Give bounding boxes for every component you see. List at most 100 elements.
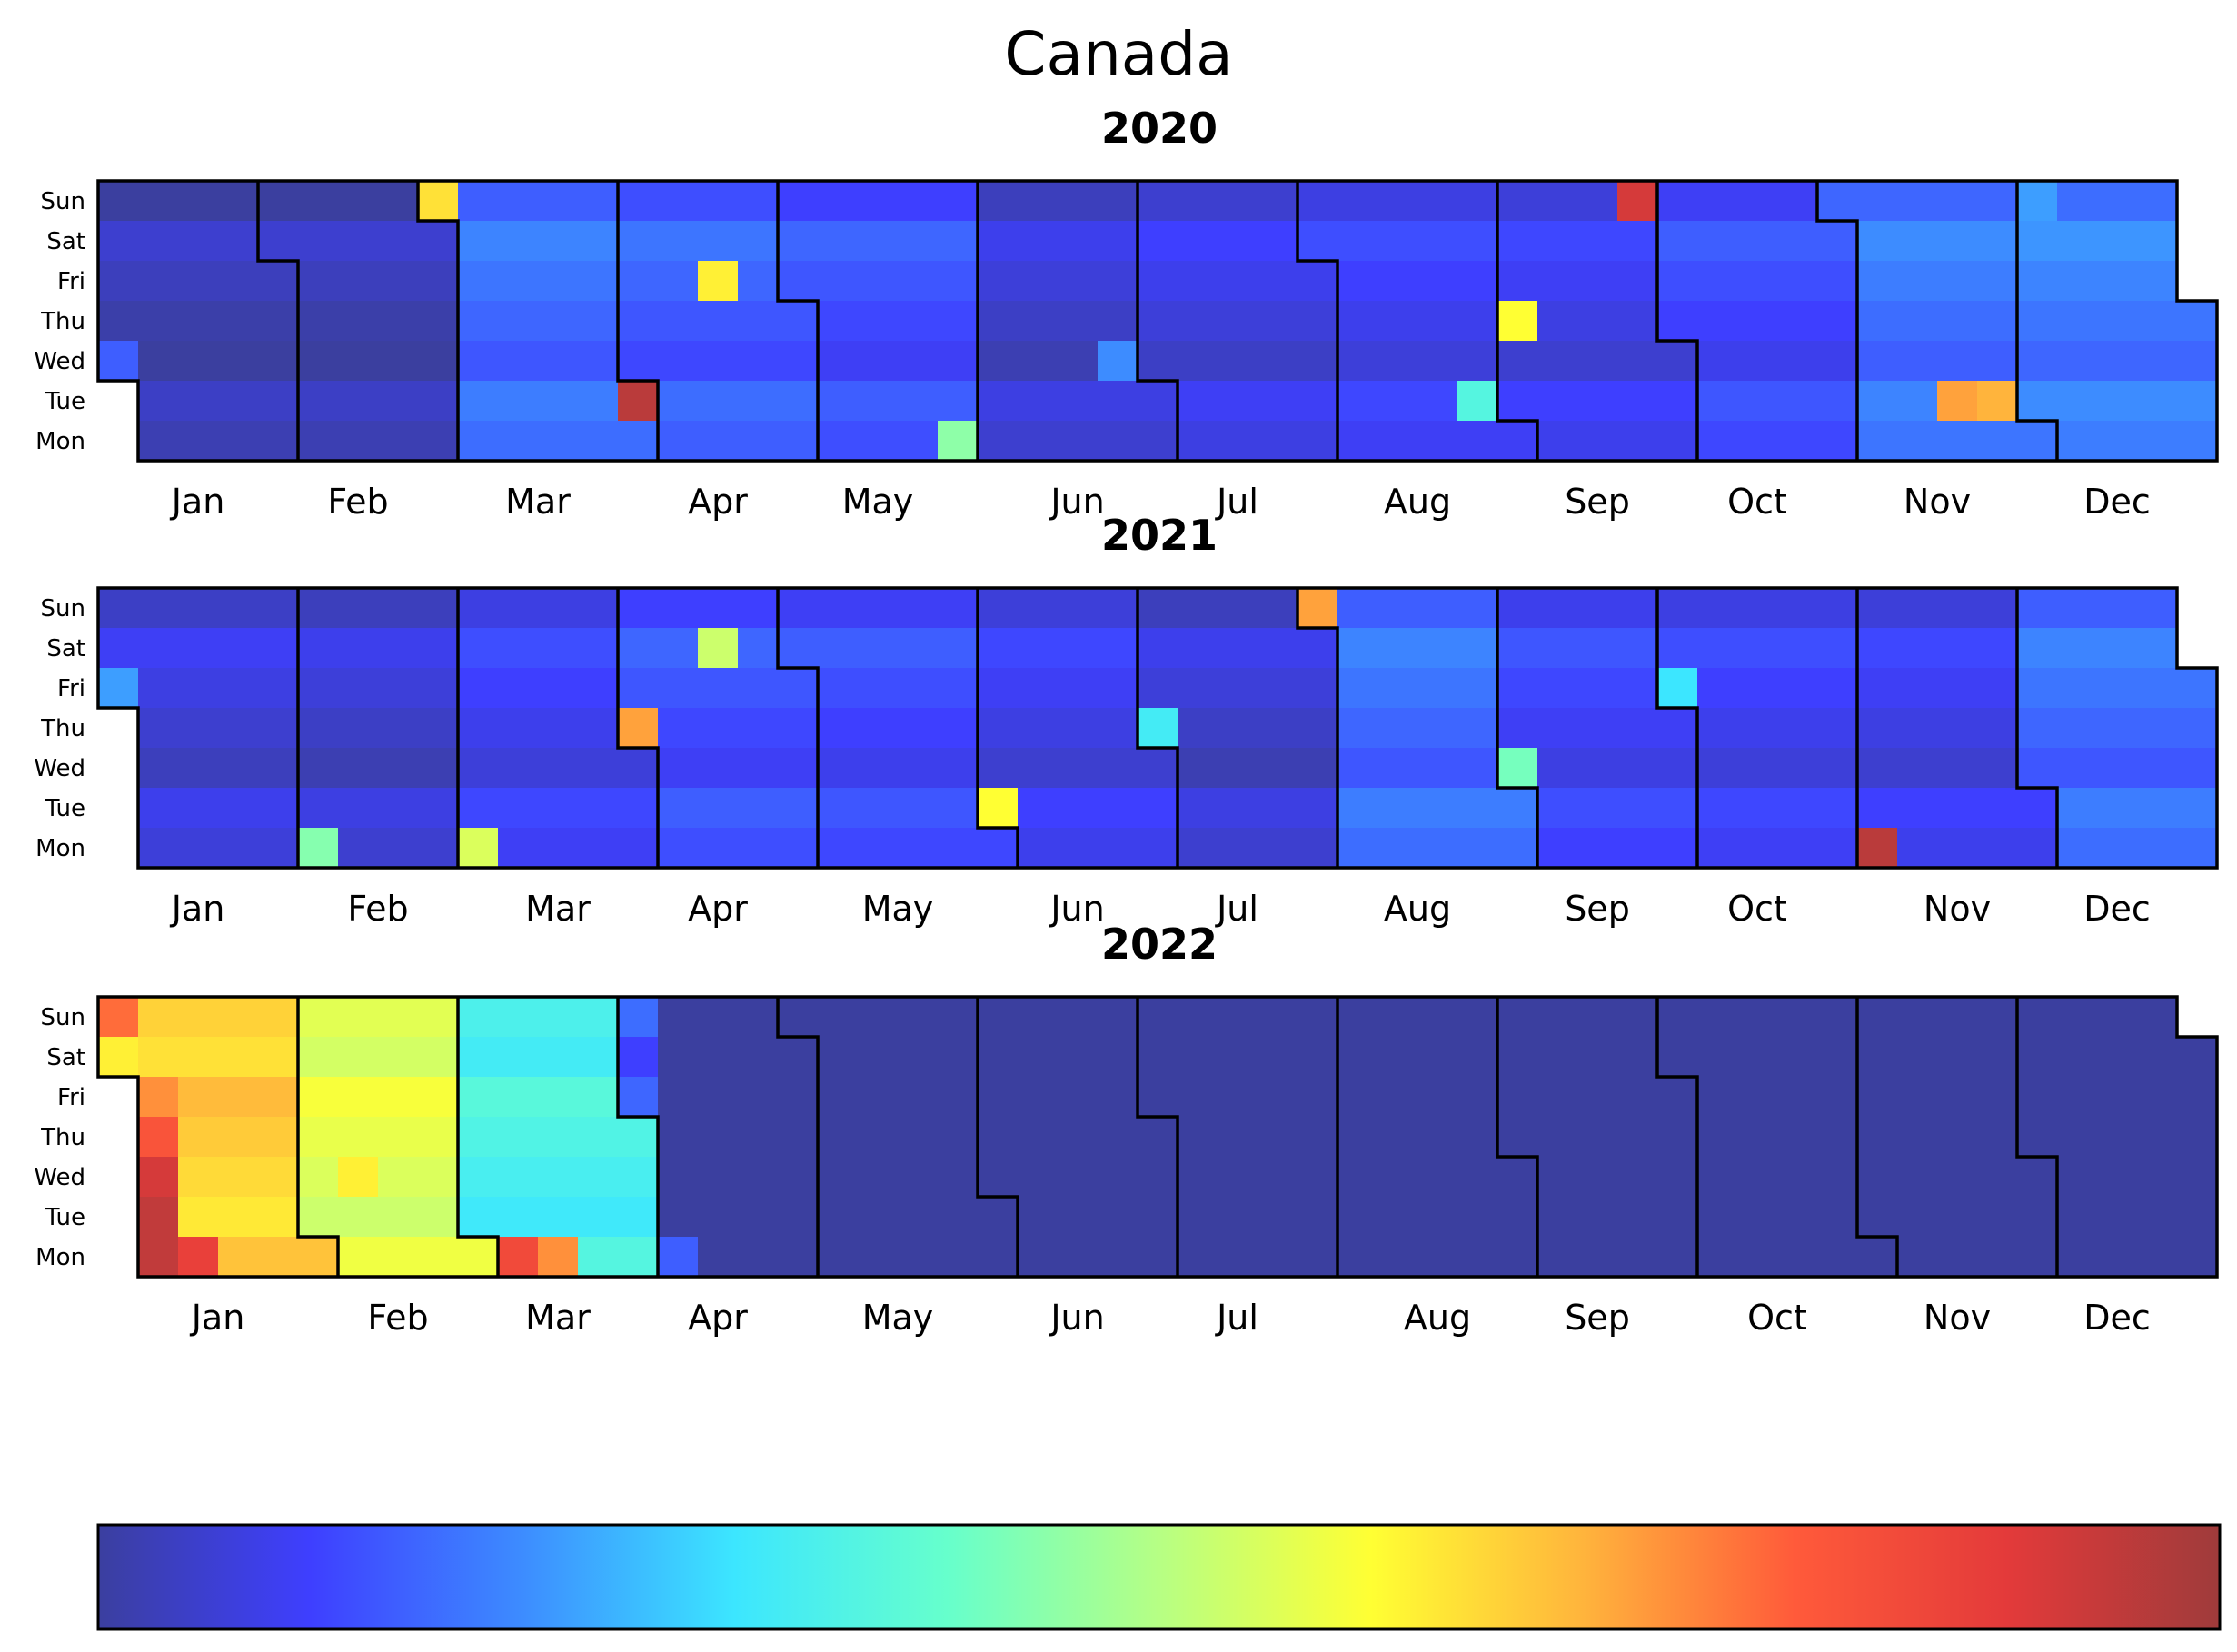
day-cell <box>538 628 578 668</box>
day-cell <box>1737 1157 1777 1197</box>
day-cell <box>1337 221 1377 261</box>
day-cell <box>698 788 738 828</box>
day-cell <box>698 1237 738 1277</box>
day-cell <box>1258 1117 1297 1157</box>
day-cell <box>258 1157 298 1197</box>
day-cell <box>1417 1117 1457 1157</box>
day-cell <box>138 828 178 868</box>
day-cell <box>938 997 978 1037</box>
day-cell <box>1977 588 2017 628</box>
month-label-apr: Apr <box>688 1298 748 1338</box>
day-cell <box>738 828 778 868</box>
month-boundaries <box>96 995 2219 1279</box>
day-cell <box>2137 997 2177 1037</box>
month-label-aug: Aug <box>1404 1298 1471 1338</box>
day-cell <box>1777 341 1817 381</box>
day-cell <box>1178 421 1218 461</box>
day-cell <box>458 1157 498 1197</box>
day-cell <box>1297 1077 1337 1117</box>
day-cell <box>218 1237 258 1277</box>
day-cell <box>498 1197 538 1237</box>
day-cell <box>1937 221 1977 261</box>
day-cell <box>258 341 298 381</box>
day-cell <box>578 997 618 1037</box>
day-cell <box>1218 1237 1258 1277</box>
day-cell <box>1817 1237 1857 1277</box>
day-cell <box>1537 381 1577 421</box>
day-cell <box>1138 1237 1178 1277</box>
day-cell <box>418 828 458 868</box>
day-cell <box>898 221 938 261</box>
day-cell <box>218 1077 258 1117</box>
day-cell <box>1857 1157 1897 1197</box>
day-cell <box>1457 301 1497 341</box>
day-cell <box>818 1237 858 1277</box>
day-cell <box>538 301 578 341</box>
day-cell <box>1178 997 1218 1037</box>
day-cell <box>1337 997 1377 1037</box>
day-cell <box>338 1117 378 1157</box>
day-cell <box>1058 261 1098 301</box>
day-cell <box>378 588 418 628</box>
day-cell <box>1258 997 1297 1037</box>
day-cell <box>1977 221 2017 261</box>
day-cell <box>2017 301 2057 341</box>
day-cell <box>2097 708 2137 748</box>
day-cell <box>2057 788 2097 828</box>
day-cell <box>1377 1237 1417 1277</box>
day-cell <box>1337 628 1377 668</box>
day-cell <box>858 828 898 868</box>
day-cell <box>898 1077 938 1117</box>
day-cell <box>1577 261 1617 301</box>
day-cell <box>458 1037 498 1077</box>
day-cell <box>618 341 658 381</box>
day-cell <box>1497 421 1537 461</box>
month-label-jan: Jan <box>170 482 225 522</box>
day-cell <box>338 997 378 1037</box>
day-cell <box>2177 381 2217 421</box>
day-cell <box>978 1197 1018 1237</box>
day-cell <box>138 381 178 421</box>
day-cell <box>1098 421 1138 461</box>
day-cell <box>1058 1117 1098 1157</box>
day-cell <box>2017 708 2057 748</box>
day-cell <box>778 748 818 788</box>
day-cell <box>1098 341 1138 381</box>
day-cell <box>1377 1157 1417 1197</box>
day-cell <box>1657 1117 1697 1157</box>
day-cell <box>858 668 898 708</box>
day-cell <box>738 588 778 628</box>
day-cell <box>1737 997 1777 1037</box>
day-cell <box>658 301 698 341</box>
day-cell <box>938 708 978 748</box>
day-cell <box>1817 221 1857 261</box>
day-cell <box>1337 1197 1377 1237</box>
month-label-jan: Jan <box>190 1298 245 1338</box>
day-label-thu: Thu <box>40 715 85 742</box>
day-cell <box>1617 341 1657 381</box>
day-cell <box>1058 788 1098 828</box>
day-cell <box>298 1037 338 1077</box>
day-cell <box>1018 181 1058 221</box>
day-cell <box>1977 1077 2017 1117</box>
day-cell <box>1018 668 1058 708</box>
day-cell <box>858 1237 898 1277</box>
day-cell <box>1178 1197 1218 1237</box>
day-label-mon: Mon <box>35 835 85 862</box>
day-cell <box>1417 1037 1457 1077</box>
day-cell <box>1657 1157 1697 1197</box>
day-cell <box>938 1197 978 1237</box>
day-cell <box>458 668 498 708</box>
day-cell <box>818 828 858 868</box>
day-cell <box>938 668 978 708</box>
day-cell <box>858 1077 898 1117</box>
day-cell <box>1417 748 1457 788</box>
day-cell <box>1138 1197 1178 1237</box>
day-cell <box>2097 221 2137 261</box>
day-cell <box>778 668 818 708</box>
day-cell <box>1377 628 1417 668</box>
day-cell <box>1977 997 2017 1037</box>
day-cell <box>338 1037 378 1077</box>
day-cell <box>1617 1077 1657 1117</box>
day-cell <box>2137 1197 2177 1237</box>
